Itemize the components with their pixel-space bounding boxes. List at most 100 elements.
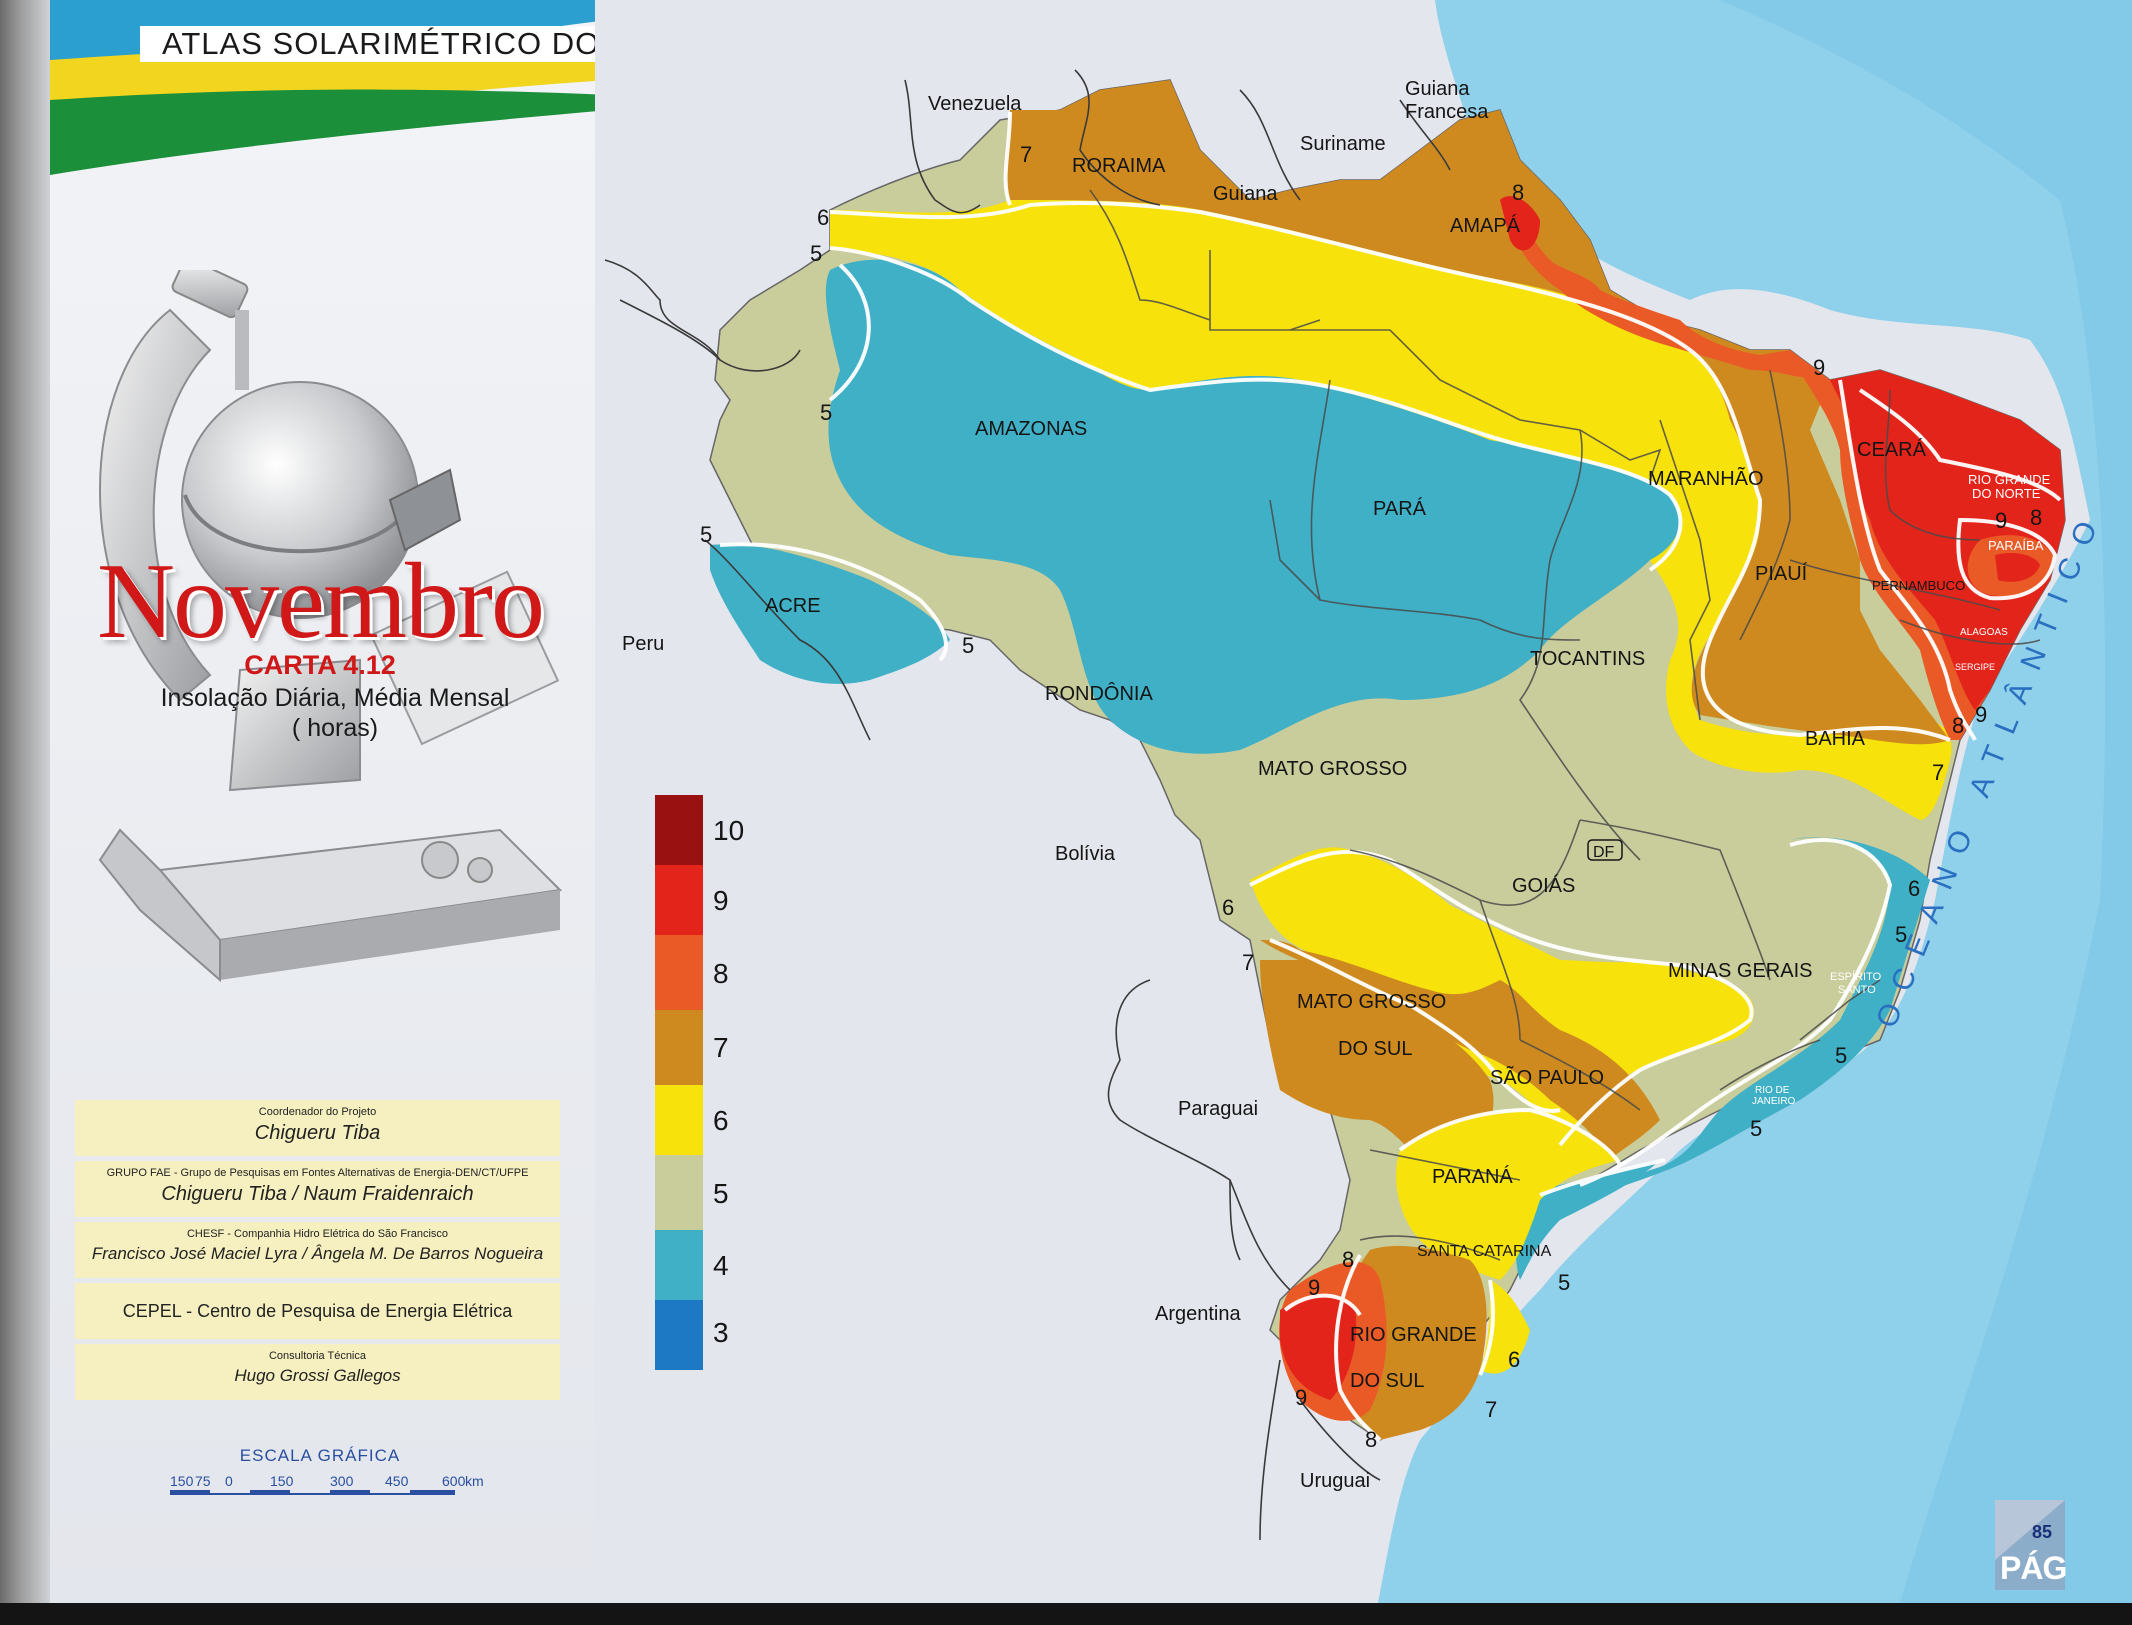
label-espirito-santo-line2: SANTO xyxy=(1838,984,1876,996)
scale-tick: 0 xyxy=(225,1473,233,1489)
label-rio-grande-do-sul-line1: RIO GRANDE xyxy=(1350,1324,1477,1346)
zone-9-northeast xyxy=(1830,370,2065,710)
isoline-value-label: 9 xyxy=(1813,355,1825,380)
label-pernambuco: PERNAMBUCO xyxy=(1872,578,1965,593)
legend-swatch-6 xyxy=(655,1085,703,1155)
page-number: 85 xyxy=(2032,1522,2053,1542)
label-uruguai: Uruguai xyxy=(1300,1470,1370,1492)
zone-4-southeast xyxy=(1560,836,1930,1210)
legend-value: 5 xyxy=(713,1178,729,1209)
month-title: Novembro xyxy=(97,542,545,661)
label-paraiba: PARAÍBA xyxy=(1988,538,2044,553)
isoline-value-label: 5 xyxy=(820,400,832,425)
credit-role: GRUPO FAE - Grupo de Pesquisas em Fontes… xyxy=(106,1167,529,1179)
credit-box-consulting: Consultoria Técnica Hugo Grossi Gallegos xyxy=(75,1344,560,1400)
credit-name: Francisco José Maciel Lyra / Ângela M. D… xyxy=(91,1244,544,1263)
label-rio-grande-do-norte-line2: DO NORTE xyxy=(1972,486,2041,501)
legend-value: 8 xyxy=(713,958,729,989)
credit-box-fae: GRUPO FAE - Grupo de Pesquisas em Fontes… xyxy=(75,1161,560,1217)
credit-name: Chigueru Tiba xyxy=(254,1122,381,1144)
legend-swatch-8 xyxy=(655,935,703,1010)
country-borders xyxy=(604,69,1451,1541)
isoline-value-label: 7 xyxy=(1485,1397,1497,1422)
isoline-value-label: 5 xyxy=(700,522,712,547)
label-bolivia: Bolívia xyxy=(1055,843,1116,865)
label-maranhao: MARANHÃO xyxy=(1648,466,1764,490)
scale-tick: 300 xyxy=(330,1473,354,1489)
scale-unit: km xyxy=(465,1473,484,1489)
isoline-value-label: 7 xyxy=(1020,142,1032,167)
scale-tick: 150 xyxy=(270,1473,294,1489)
isoline-value-label: 8 xyxy=(1365,1427,1377,1452)
label-amazonas: AMAZONAS xyxy=(975,418,1087,440)
scale-tick: 450 xyxy=(385,1473,409,1489)
credit-box-chesf: CHESF - Companhia Hidro Elétrica do São … xyxy=(75,1222,560,1278)
label-goias: GOIÁS xyxy=(1512,874,1575,897)
label-rondonia: RONDÔNIA xyxy=(1045,682,1153,705)
chart-subtitle-line1: Insolação Diária, Média Mensal xyxy=(160,684,510,712)
isoline-value-label: 8 xyxy=(2030,505,2042,530)
label-guiana-francesa-line2: Francesa xyxy=(1405,101,1489,123)
label-sao-paulo: SÃO PAULO xyxy=(1490,1065,1604,1089)
df-outline xyxy=(1587,839,1623,861)
credit-name: Chigueru Tiba / Naum Fraidenraich xyxy=(161,1183,474,1205)
legend-value: 3 xyxy=(713,1317,729,1348)
scale-tick: 75 xyxy=(195,1473,211,1489)
credit-role: Consultoria Técnica xyxy=(268,1350,366,1362)
label-venezuela: Venezuela xyxy=(928,93,1022,115)
legend-swatch-10 xyxy=(655,795,703,865)
legend-swatch-5 xyxy=(655,1155,703,1230)
isoline-value-label: 6 xyxy=(817,205,829,230)
book-binding-shadow xyxy=(0,0,50,1625)
isoline-value-label: 5 xyxy=(962,633,974,658)
page-bottom-edge xyxy=(0,1603,2132,1625)
legend-value: 6 xyxy=(713,1105,729,1136)
label-santa-catarina: SANTA CATARINA xyxy=(1417,1243,1552,1260)
isoline-value-label: 9 xyxy=(1295,1385,1307,1410)
isoline-value-label: 6 xyxy=(1222,895,1234,920)
isoline-value-label: 9 xyxy=(1308,1275,1320,1300)
credit-name: CEPEL - Centro de Pesquisa de Energia El… xyxy=(122,1301,513,1321)
isoline-value-label: 5 xyxy=(1558,1270,1570,1295)
isoline-value-label: 9 xyxy=(1975,702,1987,727)
isoline-value-label: 5 xyxy=(1750,1116,1762,1141)
isoline-value-label: 7 xyxy=(1932,760,1944,785)
credit-box-coordinator: Coordenador do Projeto Chigueru Tiba xyxy=(75,1100,560,1156)
label-roraima: RORAIMA xyxy=(1072,155,1166,177)
label-alagoas: ALAGOAS xyxy=(1960,627,2008,638)
chart-subtitle: Insolação Diária, Média Mensal ( horas) xyxy=(95,683,575,743)
zone-7-ms xyxy=(1260,960,1494,1170)
label-df: DF xyxy=(1593,844,1615,861)
legend-value: 9 xyxy=(713,885,729,916)
chart-number: CARTA 4.12 xyxy=(244,650,396,680)
zone-8-amapa-north xyxy=(1500,196,1540,251)
label-mato-grosso: MATO GROSSO xyxy=(1258,758,1407,780)
state-borders xyxy=(1089,189,2041,1261)
zone-6-north xyxy=(830,200,1952,820)
label-tocantins: TOCANTINS xyxy=(1530,648,1645,670)
zone-7-north xyxy=(1005,80,1950,745)
brazil-insolation-map: Venezuela Guiana Francesa Suriname Guian… xyxy=(604,0,2132,1603)
chart-subtitle-line2: ( horas) xyxy=(291,714,379,742)
label-guiana: Guiana xyxy=(1213,183,1278,205)
label-peru: Peru xyxy=(622,633,664,655)
zone-4-acre xyxy=(710,544,950,684)
label-espirito-santo-line1: ESPÍRITO xyxy=(1830,970,1882,983)
isoline-value-label: 8 xyxy=(1952,713,1964,738)
legend-value: 10 xyxy=(713,815,745,846)
legend-swatch-7 xyxy=(655,1010,703,1085)
isoline-value-label: 5 xyxy=(1895,922,1907,947)
isolines xyxy=(719,111,2062,1442)
label-amapa: AMAPÁ xyxy=(1450,214,1521,237)
scale-tick: 150 xyxy=(170,1473,194,1489)
color-legend: 10 9 8 7 6 5 4 3 xyxy=(655,795,785,1375)
legend-value: 4 xyxy=(713,1250,729,1281)
zone-4-amazon xyxy=(825,259,1680,754)
label-rio-de-janeiro-line1: RIO DE xyxy=(1755,1085,1790,1096)
isoline-value-label: 7 xyxy=(1242,950,1254,975)
label-ceara: CEARÁ xyxy=(1857,438,1927,461)
isoline-value-label: 5 xyxy=(1835,1043,1847,1068)
legend-swatch-9 xyxy=(655,865,703,935)
label-piaui: PIAUÍ xyxy=(1755,562,1808,585)
isoline-value-label: 8 xyxy=(1342,1247,1354,1272)
